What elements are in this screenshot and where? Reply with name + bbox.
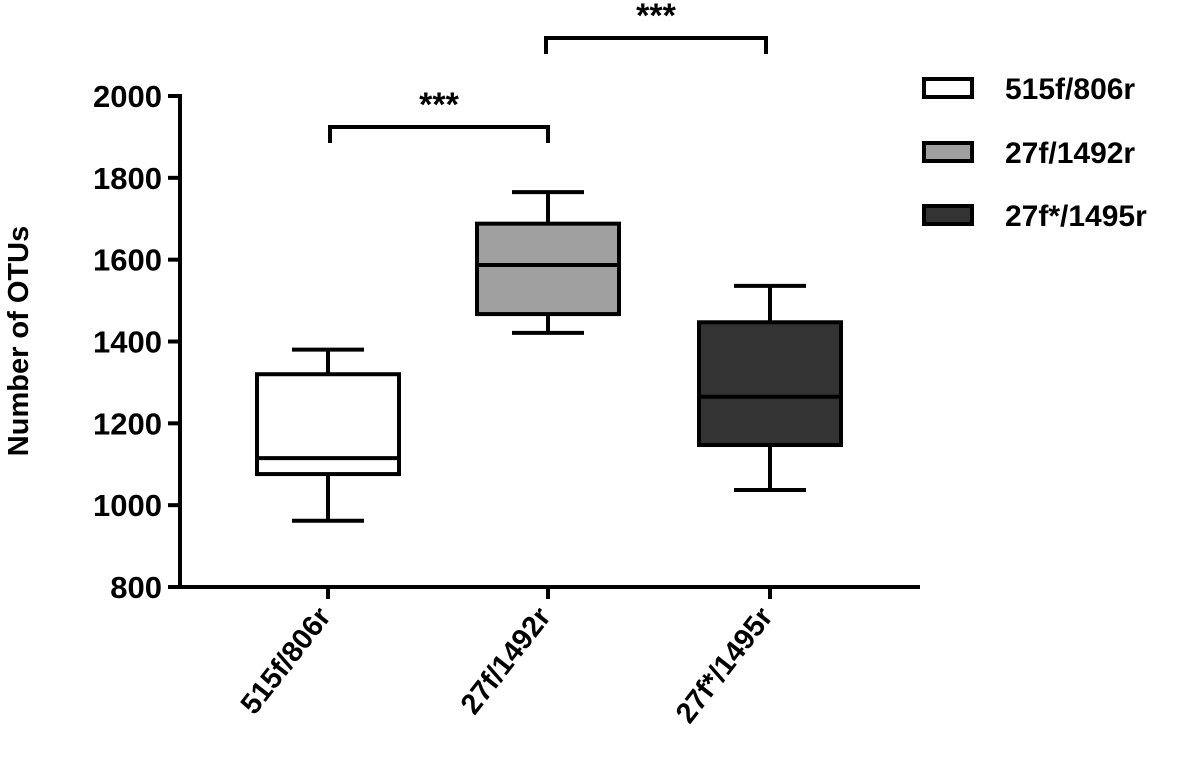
y-axis: 800 1000 1200 1400 1600 1800 2000	[93, 79, 182, 605]
box-3	[697, 283, 843, 493]
x-tick-label: 515f/806r	[235, 602, 338, 721]
legend-label: 27f*/1495r	[1005, 200, 1147, 233]
significance-bracket: ***	[544, 0, 768, 54]
y-tick-label: 1200	[93, 406, 162, 441]
y-tick-label: 2000	[93, 79, 162, 114]
y-axis-label: Number of OTUs	[3, 226, 35, 456]
significance-annotations: *** ***	[328, 0, 768, 143]
box-2	[475, 190, 621, 335]
y-tick-label: 800	[110, 570, 162, 605]
iqr-box	[697, 320, 843, 448]
significance-bracket: ***	[328, 86, 550, 143]
x-tick-label: 27f*/1495r	[670, 602, 780, 730]
legend-swatch	[922, 204, 974, 226]
y-tick-label: 1400	[93, 325, 162, 360]
bracket-line	[544, 36, 768, 54]
y-tick-label: 1600	[93, 243, 162, 278]
legend-item: 515f/806r	[922, 73, 1135, 106]
legend-swatch	[922, 141, 974, 163]
box-1	[255, 347, 401, 523]
x-tick-label: 27f/1492r	[455, 602, 558, 721]
legend-label: 27f/1492r	[1005, 137, 1135, 170]
legend-item: 27f*/1495r	[922, 200, 1147, 233]
legend: 515f/806r 27f/1492r 27f*/1495r	[922, 73, 1147, 233]
iqr-box	[475, 221, 621, 317]
bracket-line	[328, 125, 550, 143]
legend-label: 515f/806r	[1005, 73, 1135, 106]
legend-swatch	[922, 77, 974, 99]
legend-item: 27f/1492r	[922, 137, 1135, 170]
significance-stars: ***	[419, 86, 459, 124]
y-tick-label: 1000	[93, 488, 162, 523]
boxes	[255, 190, 843, 523]
y-tick-label: 1800	[93, 161, 162, 196]
x-axis: 515f/806r 27f/1492r 27f*/1495r	[178, 585, 920, 730]
significance-stars: ***	[636, 0, 676, 35]
